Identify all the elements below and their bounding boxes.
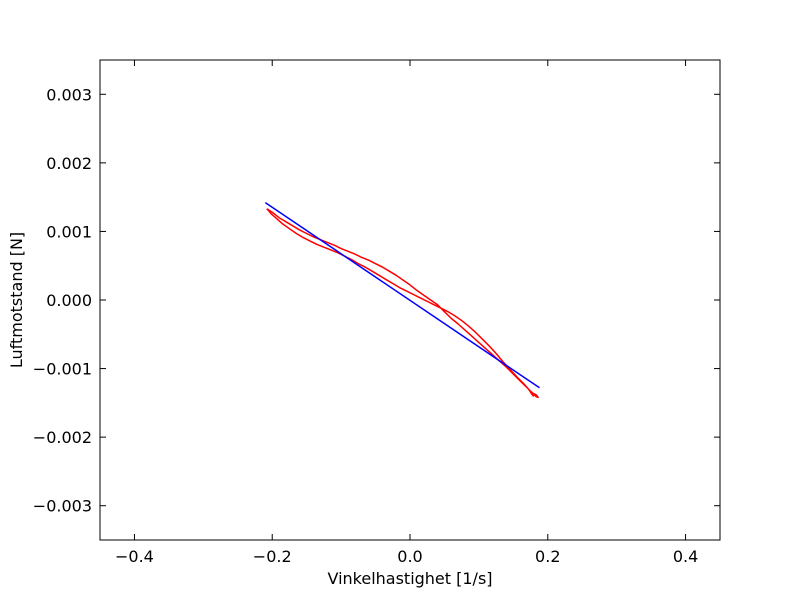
plot-content [264,202,540,399]
y-tick-label: −0.002 [33,428,92,447]
y-tick-label: −0.001 [33,360,92,379]
x-tick-label: −0.4 [115,547,154,566]
x-axis-label: Vinkelhastighet [1/s] [327,569,492,588]
y-tick-label: 0.002 [46,154,92,173]
series-line-1 [264,202,540,389]
y-axis-label: Luftmotstand [N] [7,232,26,368]
y-tick-label: 0.003 [46,85,92,104]
x-tick-label: −0.2 [253,547,292,566]
y-tick-label: 0.000 [46,291,92,310]
x-tick-label: 0.0 [397,547,422,566]
y-tick-label: 0.001 [46,222,92,241]
plot-frame [99,59,721,541]
x-tick-label: 0.2 [535,547,560,566]
y-tick-label: −0.003 [33,497,92,516]
x-tick-label: 0.4 [673,547,698,566]
ticks-layer: −0.4 −0.2 0.0 0.2 0.4 −0.003 −0.002 −0.001 0.000… [33,60,720,566]
series-line-0 [266,208,539,399]
